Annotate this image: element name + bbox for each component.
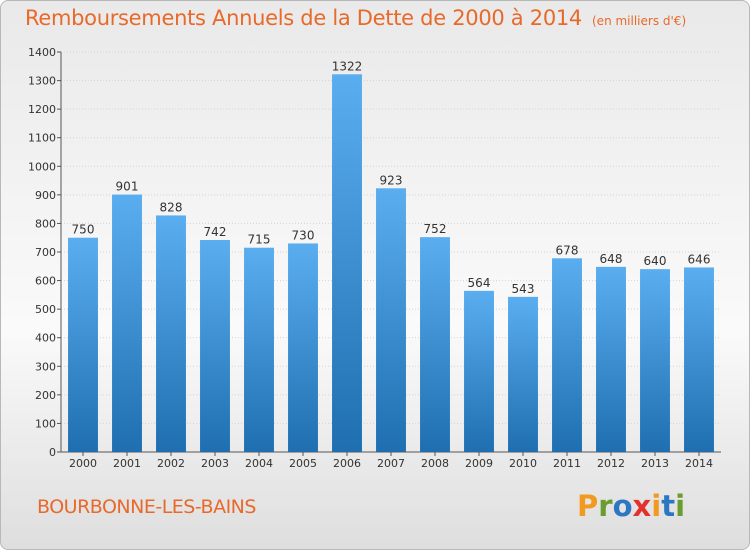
value-label-2012: 648 [600,252,623,266]
bar-2005 [288,243,318,452]
y-tick-label: 800 [35,217,56,230]
bars [68,74,714,453]
x-tick-label-2009: 2009 [465,457,493,470]
x-axis-ticks: 2000 2001 2002 2003 2004 2005 2006 2007 2008 2009… [69,452,713,470]
bar-2006 [332,74,362,453]
y-tick-label: 600 [35,275,56,288]
logo-letter: i [675,489,686,523]
y-tick-label: 300 [35,360,56,373]
x-tick-label-2013: 2013 [641,457,669,470]
value-label-2008: 752 [424,222,447,236]
y-tick-label: 1300 [28,75,56,88]
value-label-2013: 640 [644,254,667,268]
x-tick-label-2007: 2007 [377,457,405,470]
logo-letter: x [632,489,652,523]
x-tick-label-2012: 2012 [597,457,625,470]
bar-2008 [420,237,450,452]
value-label-2006: 1322 [332,59,363,73]
bar-2007 [376,188,406,453]
x-tick-label-2006: 2006 [333,457,361,470]
y-tick-label: 1200 [28,103,56,116]
bar-2011 [552,258,582,452]
value-label-2004: 715 [248,233,271,247]
value-label-2009: 564 [468,276,491,290]
value-label-2010: 543 [512,282,535,296]
y-tick-label: 0 [49,446,56,459]
y-tick-label: 100 [35,417,56,430]
x-tick-label-2004: 2004 [245,457,273,470]
y-tick-label: 400 [35,332,56,345]
bar-2003 [200,240,230,452]
y-tick-label: 700 [35,246,56,259]
proxiti-logo: Proxiti [577,489,685,523]
value-label-2005: 730 [292,228,315,242]
y-axis-ticks: 0 100 200 300 400 500 600 700 800 900 1000 1100 1200… [28,46,56,459]
bar-2001 [112,194,142,453]
x-tick-label-2003: 2003 [201,457,229,470]
bar-2014 [684,267,714,452]
y-tick-label: 1400 [28,46,56,59]
value-label-2007: 923 [380,173,403,187]
x-tick-label-2008: 2008 [421,457,449,470]
value-label-2011: 678 [556,243,579,257]
bar-2004 [244,247,274,452]
value-label-2000: 750 [72,223,95,237]
x-tick-label-2005: 2005 [289,457,317,470]
bar-2012 [596,266,626,452]
value-label-2003: 742 [204,225,227,239]
logo-letter: t [661,489,676,523]
x-tick-label-2011: 2011 [553,457,581,470]
logo-letter: r [598,489,613,523]
value-label-2002: 828 [160,200,183,214]
x-tick-label-2000: 2000 [69,457,97,470]
bar-2000 [68,237,98,452]
y-tick-label: 1100 [28,132,56,145]
y-tick-label: 200 [35,389,56,402]
x-tick-label-2001: 2001 [113,457,141,470]
bar-2002 [156,215,186,452]
value-label-2001: 901 [116,180,139,194]
commune-name: BOURBONNE-LES-BAINS [37,496,256,518]
logo-letter: i [651,489,662,523]
bar-2009 [464,290,494,452]
bar-2013 [640,269,670,452]
bar-2010 [508,296,538,452]
chart-subtitle: (en milliers d'€) [592,14,687,28]
y-tick-label: 1000 [28,160,56,173]
x-tick-label-2014: 2014 [685,457,713,470]
chart-title-text: Remboursements Annuels de la Dette de 20… [25,6,582,30]
logo-letter: P [577,489,599,523]
y-tick-label: 500 [35,303,56,316]
value-label-2014: 646 [688,252,711,266]
chart-title: Remboursements Annuels de la Dette de 20… [25,6,686,30]
logo-letter: o [612,489,633,523]
x-tick-label-2002: 2002 [157,457,185,470]
y-tick-label: 900 [35,189,56,202]
value-labels: 750 901 828 742 715 730 1322 923 752 564 543 678 648… [72,59,711,296]
x-tick-label-2010: 2010 [509,457,537,470]
